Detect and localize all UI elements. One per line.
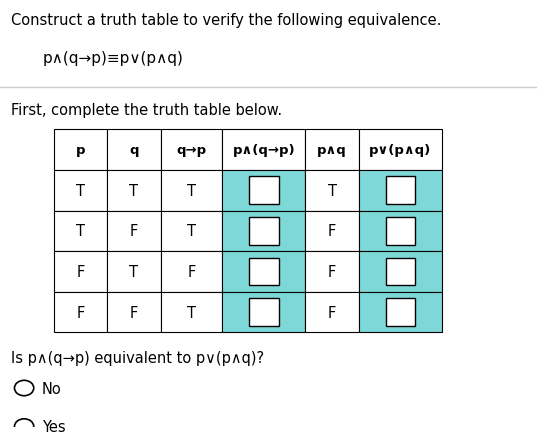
Text: T: T: [130, 264, 138, 279]
Bar: [107, 292, 161, 333]
Bar: [107, 171, 161, 211]
Text: p∧(q→p)≡p∨(p∧q): p∧(q→p)≡p∨(p∧q): [43, 51, 184, 66]
Bar: [305, 252, 359, 292]
Text: F: F: [328, 264, 336, 279]
Bar: [249, 258, 278, 286]
Bar: [385, 299, 415, 326]
Bar: [359, 292, 442, 333]
Text: p: p: [76, 144, 85, 157]
Text: q→p: q→p: [176, 144, 206, 157]
Text: F: F: [328, 305, 336, 320]
Bar: [161, 252, 222, 292]
Text: p∧q: p∧q: [317, 144, 347, 157]
Bar: [222, 130, 305, 171]
Text: F: F: [76, 264, 85, 279]
Text: T: T: [187, 305, 196, 320]
Text: T: T: [76, 224, 85, 239]
Bar: [249, 177, 278, 205]
Text: F: F: [187, 264, 195, 279]
Bar: [107, 130, 161, 171]
Text: First, complete the truth table below.: First, complete the truth table below.: [11, 102, 282, 117]
Bar: [222, 171, 305, 211]
Bar: [222, 292, 305, 333]
Text: T: T: [328, 184, 337, 198]
Bar: [305, 171, 359, 211]
Text: No: No: [42, 381, 61, 396]
Text: T: T: [187, 224, 196, 239]
Bar: [249, 217, 278, 245]
Bar: [161, 130, 222, 171]
Text: F: F: [76, 305, 85, 320]
Bar: [359, 130, 442, 171]
Text: p∧(q→p): p∧(q→p): [232, 144, 295, 157]
Bar: [359, 252, 442, 292]
Bar: [385, 177, 415, 205]
Bar: [305, 211, 359, 252]
Bar: [54, 292, 107, 333]
Bar: [107, 211, 161, 252]
Bar: [161, 211, 222, 252]
Text: T: T: [130, 184, 138, 198]
Bar: [54, 130, 107, 171]
Bar: [385, 258, 415, 286]
Text: F: F: [130, 305, 138, 320]
Text: T: T: [187, 184, 196, 198]
Bar: [222, 211, 305, 252]
Bar: [54, 211, 107, 252]
Text: Yes: Yes: [42, 419, 65, 434]
Bar: [161, 292, 222, 333]
Bar: [54, 252, 107, 292]
Text: T: T: [76, 184, 85, 198]
Text: q: q: [129, 144, 139, 157]
Text: Is p∧(q→p) equivalent to p∨(p∧q)?: Is p∧(q→p) equivalent to p∨(p∧q)?: [11, 350, 264, 365]
Bar: [305, 130, 359, 171]
Text: F: F: [328, 224, 336, 239]
Text: Construct a truth table to verify the following equivalence.: Construct a truth table to verify the fo…: [11, 13, 441, 28]
Bar: [54, 171, 107, 211]
Bar: [161, 171, 222, 211]
Bar: [305, 292, 359, 333]
Text: p∨(p∧q): p∨(p∧q): [369, 144, 432, 157]
Text: F: F: [130, 224, 138, 239]
Bar: [385, 217, 415, 245]
Bar: [107, 252, 161, 292]
Bar: [249, 299, 278, 326]
Bar: [359, 211, 442, 252]
Bar: [359, 171, 442, 211]
Bar: [222, 252, 305, 292]
